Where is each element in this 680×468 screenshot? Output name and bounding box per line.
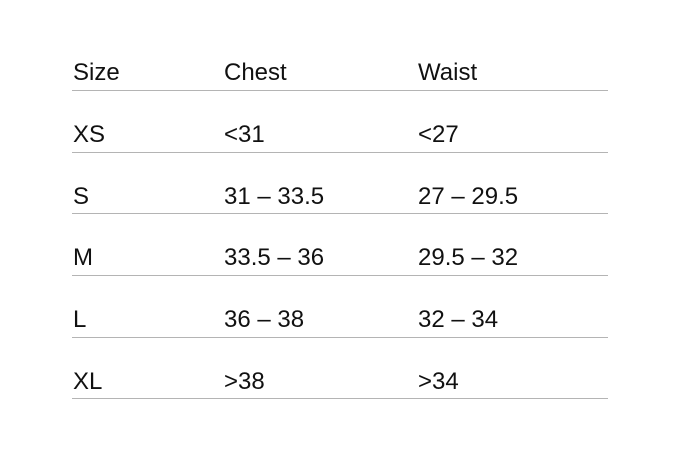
size-cell: S xyxy=(73,182,90,210)
chest-cell: 36 – 38 xyxy=(224,306,305,334)
table-row: L 36 – 38 32 – 34 xyxy=(72,276,608,338)
waist-cell: 32 – 34 xyxy=(418,306,499,334)
size-chart-table: Size Chest Waist XS <31 <27 S 31 – 33.5 … xyxy=(72,55,608,400)
header-waist: Waist xyxy=(418,59,478,86)
header-size: Size xyxy=(73,59,120,86)
waist-cell: <27 xyxy=(418,121,459,148)
chest-cell: 31 – 33.5 xyxy=(224,182,325,210)
size-cell: XS xyxy=(73,121,106,148)
table-row: XL >38 >34 xyxy=(72,338,608,400)
size-cell: M xyxy=(73,244,93,272)
waist-cell: >34 xyxy=(418,367,459,395)
waist-cell: 27 – 29.5 xyxy=(418,182,519,210)
table-header-row: Size Chest Waist xyxy=(72,55,608,91)
chest-cell: <31 xyxy=(224,121,265,148)
chest-cell: 33.5 – 36 xyxy=(224,244,325,272)
table-row: M 33.5 – 36 29.5 – 32 xyxy=(72,214,608,277)
waist-cell: 29.5 – 32 xyxy=(418,244,519,272)
chest-cell: >38 xyxy=(224,367,265,395)
table-row: S 31 – 33.5 27 – 29.5 xyxy=(72,153,608,215)
size-cell: XL xyxy=(73,367,103,395)
header-chest: Chest xyxy=(224,59,287,86)
table-row: XS <31 <27 xyxy=(72,91,608,153)
size-cell: L xyxy=(73,306,87,334)
